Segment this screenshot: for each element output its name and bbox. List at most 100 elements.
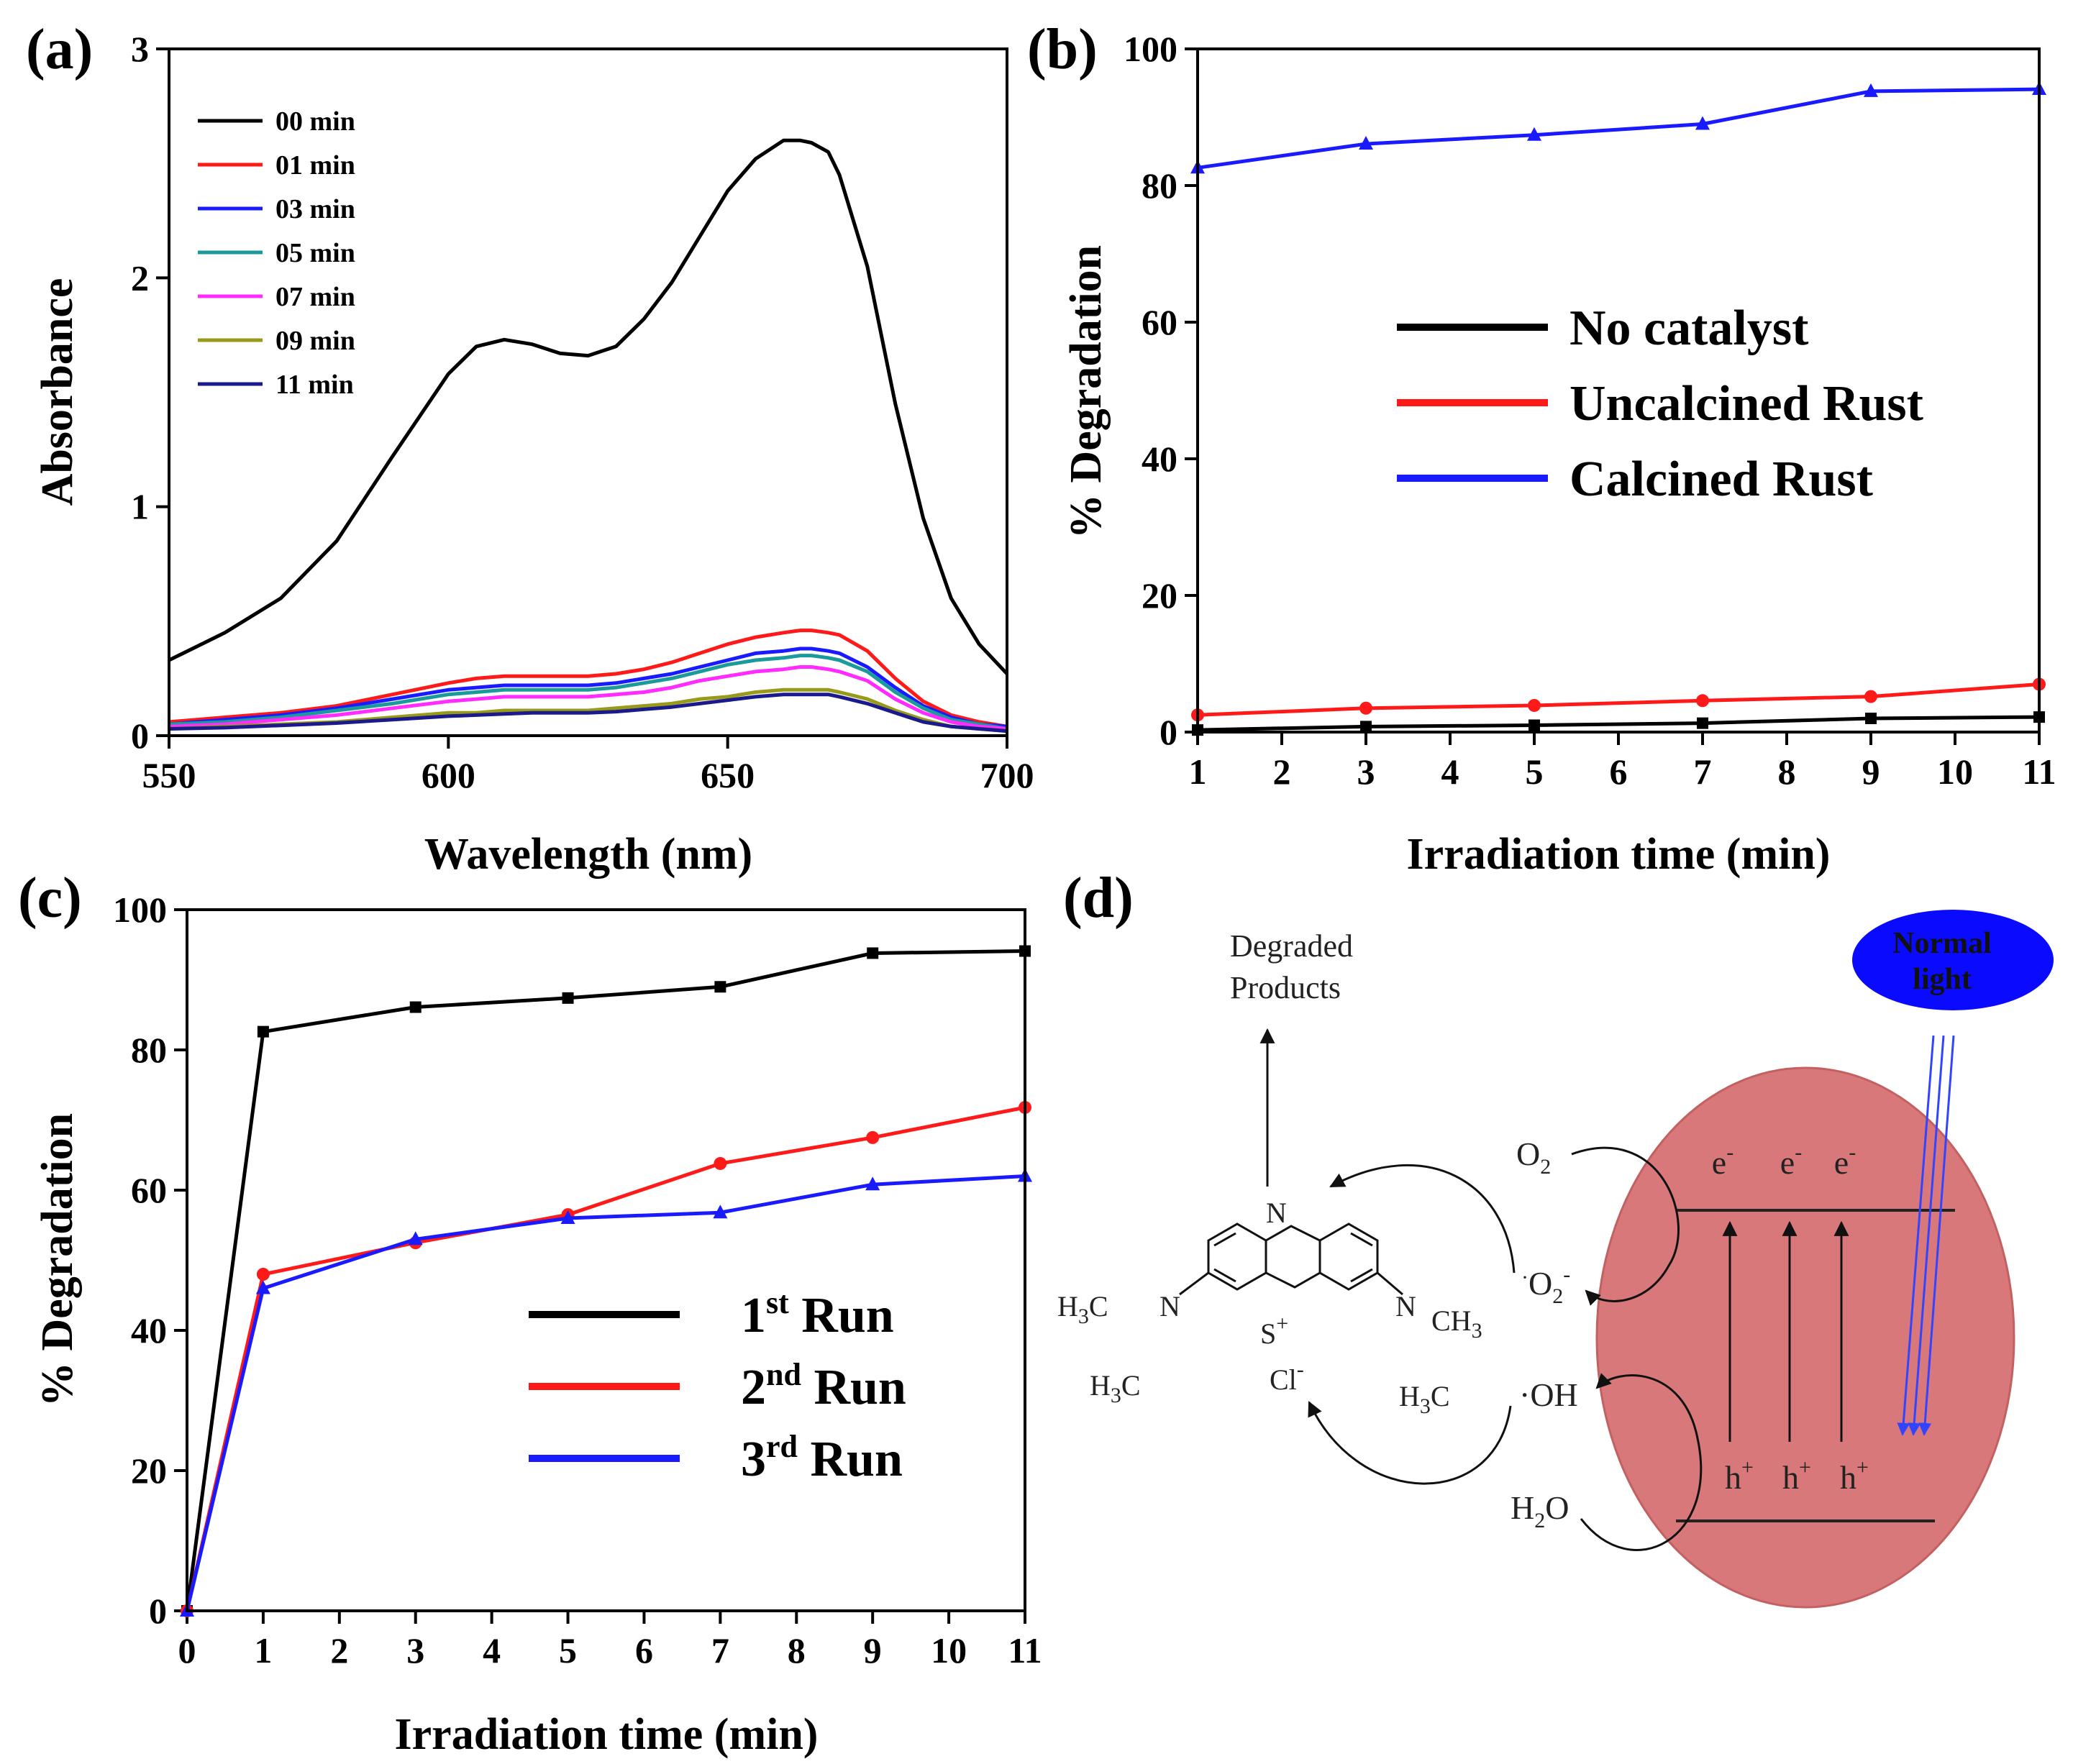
panel-d-letter: (d) xyxy=(1063,867,1134,930)
mb-double-bond-2 xyxy=(1213,1268,1236,1283)
series-line-6 xyxy=(168,687,1008,734)
x-tick-label: 6 xyxy=(635,1630,653,1671)
mb-left-nitrogen: N xyxy=(1159,1290,1180,1322)
y-tick-label: 60 xyxy=(131,1170,167,1210)
panel-a-x-label: Wavelength (nm) xyxy=(424,830,752,879)
legend-label: 01 min xyxy=(275,150,355,180)
panel-a-chart: (a) 550 600 650 700 0 1 2 3 00 min 01 min 03 min 0… xyxy=(26,18,1034,879)
x-tick-label: 600 xyxy=(422,755,475,795)
catalyst-particle xyxy=(1595,1066,2015,1609)
mb-right-nitrogen: N xyxy=(1395,1290,1416,1322)
x-tick-label: 7 xyxy=(711,1630,729,1671)
legend-label: 03 min xyxy=(275,194,355,224)
water-label: H2O xyxy=(1511,1489,1569,1532)
series-line-1 xyxy=(185,949,1026,1612)
series-line-1 xyxy=(168,138,1008,675)
y-tick-label: 2 xyxy=(131,257,149,298)
x-tick-label: 9 xyxy=(864,1630,882,1671)
legend-label: Calcined Rust xyxy=(1569,452,1873,507)
x-tick-label: 10 xyxy=(931,1630,967,1671)
methylene-blue-structure xyxy=(1179,1223,1403,1296)
data-point xyxy=(408,1231,423,1246)
panel-b-chart: (b) 1 2 3 4 5 6 7 8 9 10 11 0 20 40 60 80 100 No catalys… xyxy=(1027,18,2056,879)
light-label-line2: light xyxy=(1913,963,1972,996)
x-tick-label: 650 xyxy=(701,755,755,795)
panel-c-x-label: Irradiation time (min) xyxy=(395,1710,819,1759)
y-tick-label: 80 xyxy=(1142,165,1177,206)
panel-c-chart: (c) 0 1 2 3 4 5 6 7 8 9 10 11 0 20 40 60 80 100 1st Run 2n… xyxy=(18,867,1042,1759)
y-tick-label: 100 xyxy=(113,890,167,930)
legend-label: 1st Run xyxy=(741,1285,894,1343)
x-tick-label: 10 xyxy=(1937,751,1973,792)
data-point xyxy=(1864,83,1878,97)
mb-ring-left xyxy=(1207,1223,1267,1291)
data-point xyxy=(866,1130,880,1144)
y-tick-label: 1 xyxy=(131,487,149,527)
hole-transfer-arrow xyxy=(1580,1373,1703,1551)
mb-ring-center xyxy=(1265,1225,1321,1289)
light-source xyxy=(1852,910,2054,1010)
data-point xyxy=(256,1268,270,1281)
y-tick-label: 3 xyxy=(131,29,149,69)
panel-b-y-label: % Degradation xyxy=(1062,245,1111,539)
data-point xyxy=(409,1001,422,1013)
electron-transfer-arrow xyxy=(1571,1146,1680,1306)
electron-2: e- xyxy=(1780,1141,1802,1181)
panel-a-letter: (a) xyxy=(26,18,93,81)
data-point xyxy=(1359,136,1373,150)
data-point xyxy=(713,1205,728,1219)
mb-methyl-right-bottom: H3C xyxy=(1399,1380,1450,1418)
data-point xyxy=(1865,713,1877,724)
mb-nitrogen: N xyxy=(1266,1197,1287,1229)
x-tick-label: 1 xyxy=(254,1630,272,1671)
x-tick-label: 5 xyxy=(559,1630,577,1671)
data-point xyxy=(1696,694,1709,708)
y-tick-label: 0 xyxy=(1159,712,1177,752)
panel-b-x-label: Irradiation time (min) xyxy=(1407,830,1831,879)
data-point xyxy=(1528,698,1541,712)
x-tick-label: 8 xyxy=(788,1630,806,1671)
data-point xyxy=(560,1210,575,1224)
series-line-7 xyxy=(168,693,1008,734)
data-point xyxy=(1864,690,1877,703)
y-tick-label: 0 xyxy=(131,716,149,756)
hydroxyl-label: ·OH xyxy=(1519,1376,1578,1413)
light-ray-2 xyxy=(1908,1035,1945,1436)
panel-a-frame xyxy=(168,47,1008,737)
mb-methyl-right-top: CH3 xyxy=(1431,1304,1482,1343)
light-ray-3 xyxy=(1918,1035,1955,1436)
x-tick-label: 8 xyxy=(1778,751,1796,792)
x-tick-label: 2 xyxy=(330,1630,348,1671)
mb-double-bond-3 xyxy=(1350,1232,1373,1247)
superoxide-attack-arrow xyxy=(1329,1164,1516,1274)
y-tick-label: 20 xyxy=(131,1450,167,1491)
series-line-4 xyxy=(168,654,1008,731)
data-point xyxy=(865,1176,880,1191)
y-tick-label: 40 xyxy=(1142,439,1177,479)
superoxide-label: ·O2- xyxy=(1521,1263,1570,1308)
data-point xyxy=(1528,719,1540,731)
mb-methyl-left-bottom: H3C xyxy=(1090,1369,1141,1407)
x-tick-label: 4 xyxy=(483,1630,501,1671)
hole-1: h+ xyxy=(1725,1455,1754,1496)
mb-bond-right-n xyxy=(1377,1271,1403,1296)
panel-b-letter: (b) xyxy=(1027,18,1098,81)
panel-c-letter: (c) xyxy=(18,867,82,930)
mb-double-bond-4 xyxy=(1350,1268,1373,1283)
x-tick-label: 700 xyxy=(980,755,1034,795)
series-line-3 xyxy=(168,646,1008,728)
legend-label: No catalyst xyxy=(1569,301,1808,356)
x-tick-label: 2 xyxy=(1273,751,1291,792)
data-point xyxy=(257,1025,269,1038)
degraded-products-line2: Products xyxy=(1230,970,1341,1005)
legend-label: 00 min xyxy=(275,106,355,137)
hole-3: h+ xyxy=(1840,1455,1869,1496)
x-tick-label: 9 xyxy=(1862,751,1880,792)
y-tick-label: 20 xyxy=(1142,575,1177,616)
panel-c-frame xyxy=(186,908,1026,1612)
data-point xyxy=(867,947,879,959)
y-tick-label: 80 xyxy=(131,1030,167,1070)
mb-bond-left-n xyxy=(1179,1271,1209,1296)
hole-2: h+ xyxy=(1782,1455,1811,1496)
panel-c-y-label: % Degradation xyxy=(33,1113,82,1407)
